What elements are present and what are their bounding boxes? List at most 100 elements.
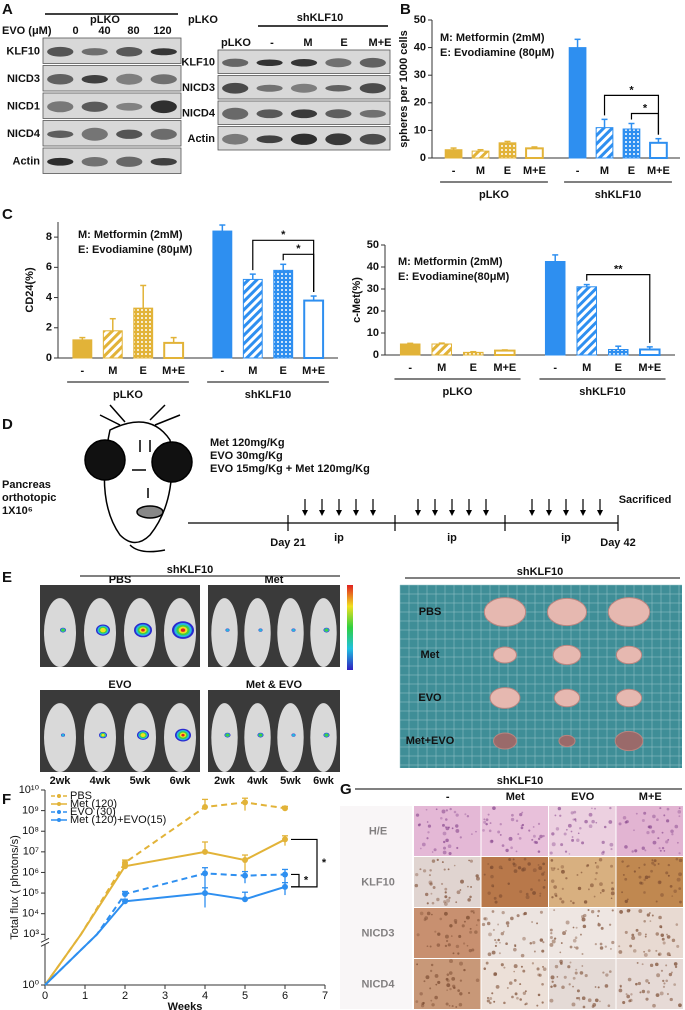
cell (594, 807, 596, 810)
mouse-nose (136, 505, 164, 519)
cell (661, 831, 664, 834)
cell (553, 984, 557, 988)
tumor (607, 597, 651, 627)
cell (550, 859, 554, 862)
cell (451, 977, 456, 981)
tumor (552, 644, 582, 666)
color-scale (347, 585, 353, 670)
cell (641, 846, 645, 850)
point (282, 871, 288, 878)
cell (555, 827, 560, 831)
cell (602, 850, 605, 854)
legend-note: E: Evodiamine (80μM) (78, 244, 193, 256)
point (122, 898, 128, 905)
cell (490, 865, 494, 870)
cell (653, 863, 657, 867)
y-tick-label: 10 (414, 124, 426, 136)
y-tick-label: 10⁹ (22, 805, 39, 817)
y-tick-label: 40 (367, 261, 379, 273)
cell (437, 980, 441, 985)
cell (629, 998, 633, 1002)
cell (611, 887, 615, 891)
cell (539, 894, 542, 897)
cell (575, 820, 577, 822)
x-tick-label: M (108, 365, 117, 377)
cell (465, 915, 470, 920)
legend-note: M: Metformin (2mM) (398, 256, 503, 268)
cell (446, 973, 450, 976)
cell (416, 963, 419, 966)
cell (594, 877, 597, 881)
cell (572, 901, 575, 905)
cell (654, 962, 659, 967)
cell (484, 917, 488, 921)
cell (591, 910, 595, 914)
cell (651, 861, 655, 865)
panel-label: A (2, 1, 13, 18)
cell (457, 989, 461, 993)
cell (653, 859, 657, 863)
cell (520, 953, 525, 958)
bar (568, 47, 587, 159)
point (282, 836, 288, 843)
luminescence-spot (140, 733, 146, 738)
cell (445, 809, 449, 812)
cell (571, 836, 574, 838)
cell (419, 911, 424, 916)
cell (446, 989, 448, 991)
cell (660, 933, 664, 938)
cell (551, 867, 555, 872)
cell (489, 997, 493, 1000)
cell (506, 987, 509, 989)
cell (573, 946, 576, 949)
cell (637, 931, 642, 936)
cell (553, 909, 556, 912)
cell (678, 872, 683, 877)
cell (572, 976, 576, 980)
x-tick-label: M (437, 362, 446, 374)
histology-column: - (446, 791, 450, 803)
panel-label: B (400, 1, 411, 18)
cell (535, 841, 539, 845)
cell (513, 964, 518, 969)
cell (599, 946, 604, 950)
cell (482, 829, 485, 832)
cell (551, 939, 556, 944)
cell (667, 838, 670, 841)
mouse-image (84, 703, 116, 772)
x-tick-label: 0 (42, 990, 48, 1002)
histology-image (414, 806, 481, 856)
cell (610, 864, 614, 868)
cell (622, 1000, 626, 1005)
y-tick-label: 20 (414, 97, 426, 109)
cell (450, 935, 453, 937)
cell (511, 813, 514, 817)
luminescence-spot (101, 733, 105, 737)
cell (537, 850, 541, 853)
cell (567, 965, 571, 969)
cell (459, 961, 463, 966)
cell (581, 953, 584, 956)
cell (449, 959, 453, 964)
cell (445, 818, 448, 821)
cell (500, 963, 504, 967)
x-tick-label: M (600, 165, 609, 177)
cell (513, 979, 517, 982)
tumor (489, 687, 521, 709)
luminescence-spot (324, 733, 329, 737)
cell (501, 867, 503, 870)
cell (506, 924, 510, 928)
cell (571, 1002, 576, 1007)
cell (495, 984, 500, 989)
cell (497, 830, 501, 834)
cell (415, 813, 420, 817)
cell (444, 895, 448, 899)
cell (608, 923, 612, 926)
cell (662, 941, 666, 945)
cell (454, 921, 458, 925)
mouse-image (277, 598, 304, 667)
cell (652, 1003, 656, 1008)
cell (575, 926, 578, 929)
cell (626, 994, 631, 999)
cell (554, 892, 558, 896)
